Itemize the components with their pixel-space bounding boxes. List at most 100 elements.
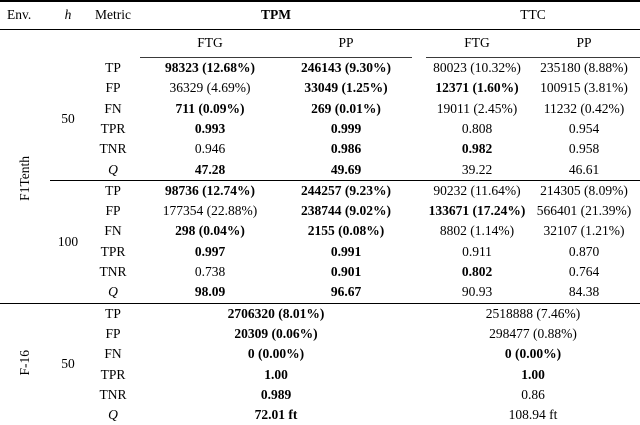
h-value: 100 bbox=[50, 179, 86, 304]
col-header-metric: Metric bbox=[86, 1, 140, 30]
value-cell: 72.01 ft bbox=[254, 407, 298, 423]
table-row: TPR 0.997 0.991 0.911 0.870 bbox=[0, 242, 640, 262]
value-cell: 246143 (9.30%) bbox=[301, 60, 391, 76]
value-cell: 244257 (9.23%) bbox=[280, 179, 412, 202]
value-cell: 1.00 bbox=[264, 366, 288, 382]
column-gap bbox=[412, 385, 426, 405]
table-body: F1Tenth 50 TP 98323 (12.68%) 246143 (9.30%) 8… bbox=[0, 58, 640, 425]
value-cell: 298477 (0.88%) bbox=[489, 325, 577, 341]
table-row: FP 36329 (4.69%) 33049 (1.25%) 12371 (1.60%… bbox=[0, 78, 640, 98]
column-gap bbox=[412, 159, 426, 180]
value-cell: 32107 (1.21%) bbox=[543, 223, 625, 239]
metric-label: FN bbox=[104, 346, 122, 362]
value-cell: 0.764 bbox=[568, 264, 600, 280]
value-cell: 0.986 bbox=[330, 141, 362, 157]
value-cell: 98736 (12.74%) bbox=[140, 179, 280, 202]
metric-label: FP bbox=[105, 203, 121, 219]
value-cell: 20309 (0.06%) bbox=[234, 325, 318, 341]
value-cell: 84.38 bbox=[568, 284, 600, 300]
value-cell: 12371 (1.60%) bbox=[435, 80, 519, 96]
value-cell: 90.93 bbox=[461, 284, 493, 300]
table-row: Q 98.09 96.67 90.93 84.38 bbox=[0, 282, 640, 303]
value-cell: 33049 (1.25%) bbox=[304, 80, 388, 96]
col-header-tpm-ftg: FTG bbox=[140, 29, 280, 58]
value-cell: 0.738 bbox=[194, 264, 226, 280]
value-cell: 0.802 bbox=[461, 264, 493, 280]
value-cell: 100915 (3.81%) bbox=[540, 80, 628, 96]
value-cell: 90232 (11.64%) bbox=[426, 179, 528, 202]
column-gap bbox=[412, 344, 426, 364]
table-row: FP 177354 (22.88%) 238744 (9.02%) 133671 (1… bbox=[0, 201, 640, 221]
value-cell: 36329 (4.69%) bbox=[169, 80, 251, 96]
metric-label: Q bbox=[108, 161, 118, 177]
metric-label: TNR bbox=[99, 386, 127, 402]
column-gap bbox=[412, 262, 426, 282]
column-gap bbox=[412, 30, 426, 58]
column-gap bbox=[412, 282, 426, 303]
value-cell: 0 (0.00%) bbox=[247, 346, 305, 362]
metric-label: Q bbox=[108, 284, 118, 300]
value-cell: 2518888 (7.46%) bbox=[426, 302, 640, 324]
value-cell: 11232 (0.42%) bbox=[543, 100, 625, 116]
col-header-ttc-ftg: FTG bbox=[426, 29, 528, 58]
column-gap bbox=[412, 201, 426, 221]
column-gap bbox=[412, 405, 426, 425]
empty-cell bbox=[0, 30, 50, 58]
value-cell: 0.991 bbox=[330, 243, 362, 259]
value-cell: 0.901 bbox=[330, 264, 362, 280]
metric-label: Q bbox=[108, 407, 118, 423]
value-cell: 19011 (2.45%) bbox=[436, 100, 518, 116]
value-cell: 269 (0.01%) bbox=[311, 100, 381, 116]
table-row: FN 298 (0.04%) 2155 (0.08%) 8802 (1.14%) 321… bbox=[0, 221, 640, 241]
table-row: F-16 50 TP 2706320 (8.01%) 2518888 (7.46%) bbox=[0, 302, 640, 425]
value-cell: 235180 (8.88%) bbox=[540, 60, 628, 76]
table-row: F1Tenth 50 TP 98323 (12.68%) 246143 (9.30%) 8… bbox=[0, 58, 640, 201]
table-row: TNR 0.738 0.901 0.802 0.764 bbox=[0, 262, 640, 282]
value-cell: 238744 (9.02%) bbox=[301, 203, 391, 219]
h-value: 50 bbox=[61, 110, 75, 126]
table-row: FP 20309 (0.06%) 298477 (0.88%) bbox=[0, 324, 640, 344]
metric-label: TP bbox=[86, 302, 140, 324]
empty-cell bbox=[86, 30, 140, 58]
value-cell: 133671 (17.24%) bbox=[428, 203, 526, 219]
value-cell: 98323 (12.68%) bbox=[165, 60, 255, 76]
value-cell: 2706320 (8.01%) bbox=[140, 302, 412, 324]
table-row: FN 0 (0.00%) 0 (0.00%) bbox=[0, 344, 640, 364]
col-header-tpm-pp: PP bbox=[280, 29, 412, 58]
table-row: TPR 0.993 0.999 0.808 0.954 bbox=[0, 119, 640, 139]
metric-label: TPR bbox=[100, 366, 126, 382]
value-cell: 711 (0.09%) bbox=[175, 100, 245, 116]
metric-label: TPR bbox=[100, 243, 126, 259]
header-row-groups: Env. h Metric TPM TTC bbox=[0, 1, 640, 30]
column-gap bbox=[412, 78, 426, 98]
column-gap bbox=[412, 119, 426, 139]
value-cell: 2155 (0.08%) bbox=[307, 223, 385, 239]
column-gap bbox=[412, 324, 426, 344]
col-group-tpm: TPM bbox=[140, 1, 412, 30]
column-gap bbox=[412, 364, 426, 384]
env-label: F-16 bbox=[17, 350, 33, 376]
metric-label: TP bbox=[105, 59, 121, 75]
value-cell: 0.911 bbox=[462, 243, 492, 259]
column-gap bbox=[412, 58, 426, 79]
metric-label: TP bbox=[86, 179, 140, 202]
metric-label: FN bbox=[104, 100, 122, 116]
header-row-methods: FTG PP FTG PP bbox=[0, 29, 640, 58]
table-row: TNR 0.946 0.986 0.982 0.958 bbox=[0, 139, 640, 159]
value-cell: 46.61 bbox=[568, 161, 600, 177]
empty-cell bbox=[50, 30, 86, 58]
metric-label: TPR bbox=[100, 120, 126, 136]
value-cell: 0.86 bbox=[521, 386, 545, 402]
env-cell: F1Tenth bbox=[0, 58, 50, 304]
metric-label: TNR bbox=[99, 264, 127, 280]
col-header-ttc-pp: PP bbox=[528, 29, 640, 58]
column-gap bbox=[412, 139, 426, 159]
env-label: F1Tenth bbox=[17, 156, 33, 201]
value-cell: 0.958 bbox=[568, 141, 600, 157]
value-cell: 298 (0.04%) bbox=[175, 223, 245, 239]
table-row: Q 47.28 49.69 39.22 46.61 bbox=[0, 159, 640, 180]
env-cell: F-16 bbox=[0, 302, 50, 425]
value-cell: 108.94 ft bbox=[508, 407, 558, 423]
column-gap bbox=[412, 221, 426, 241]
